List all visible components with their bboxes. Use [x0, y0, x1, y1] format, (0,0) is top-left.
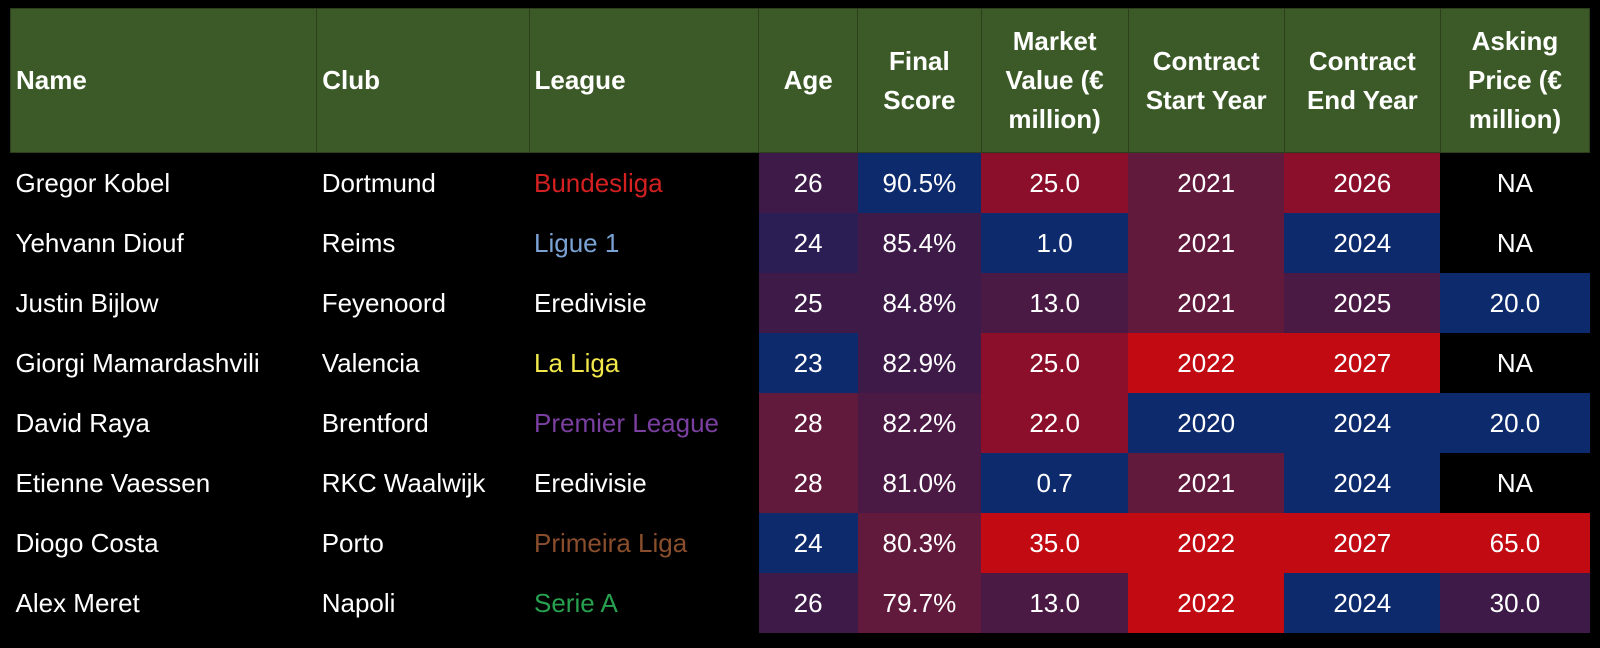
cell-contract-start: 2020: [1128, 393, 1285, 453]
header-name[interactable]: Name: [9, 8, 318, 153]
cell-name: Yehvann Diouf: [10, 213, 317, 273]
cell-asking-price: 65.0: [1440, 513, 1590, 573]
header-final-score[interactable]: Final Score: [857, 8, 982, 153]
header-row: Name Club League Age Final Score Market …: [9, 8, 1591, 153]
cell-age: 24: [758, 213, 858, 273]
cell-league: Bundesliga: [529, 152, 759, 213]
table-row[interactable]: Yehvann Diouf Reims Ligue 1 24 85.4% 1.0 2021 2…: [10, 213, 1590, 273]
cell-league: Ligue 1: [529, 213, 759, 273]
cell-contract-end: 2027: [1284, 513, 1441, 573]
goalkeeper-table: Name Club League Age Final Score Market …: [9, 8, 1591, 633]
table-row[interactable]: Gregor Kobel Dortmund Bundesliga 26 90.5% 25.…: [10, 152, 1590, 213]
cell-age: 23: [758, 333, 858, 393]
table-row[interactable]: Diogo Costa Porto Primeira Liga 24 80.3% 35.0…: [10, 513, 1590, 573]
cell-name: Giorgi Mamardashvili: [10, 333, 317, 393]
cell-final-score: 80.3%: [857, 513, 982, 573]
cell-contract-start: 2021: [1128, 453, 1285, 513]
cell-market-value: 25.0: [981, 152, 1129, 213]
cell-asking-price: 20.0: [1440, 273, 1590, 333]
cell-market-value: 22.0: [981, 393, 1129, 453]
cell-market-value: 35.0: [981, 513, 1129, 573]
cell-contract-start: 2021: [1128, 273, 1285, 333]
table-row[interactable]: Justin Bijlow Feyenoord Eredivisie 25 84.8% 1…: [10, 273, 1590, 333]
cell-final-score: 85.4%: [857, 213, 982, 273]
cell-club: Reims: [316, 213, 529, 273]
cell-contract-end: 2024: [1284, 213, 1441, 273]
cell-club: Porto: [316, 513, 529, 573]
table-row[interactable]: Alex Meret Napoli Serie A 26 79.7% 13.0 2022 20…: [10, 573, 1590, 633]
table-row[interactable]: David Raya Brentford Premier League 28 82.2%…: [10, 393, 1590, 453]
cell-club: RKC Waalwijk: [316, 453, 529, 513]
cell-club: Feyenoord: [316, 273, 529, 333]
cell-league: Premier League: [529, 393, 759, 453]
cell-age: 24: [758, 513, 858, 573]
cell-contract-end: 2027: [1284, 333, 1441, 393]
cell-final-score: 90.5%: [857, 152, 982, 213]
cell-asking-price: NA: [1440, 453, 1590, 513]
cell-final-score: 82.9%: [857, 333, 982, 393]
cell-club: Dortmund: [316, 152, 529, 213]
cell-league: Primeira Liga: [529, 513, 759, 573]
cell-age: 25: [758, 273, 858, 333]
cell-league: La Liga: [529, 333, 759, 393]
cell-contract-start: 2022: [1128, 513, 1285, 573]
cell-age: 26: [758, 152, 858, 213]
cell-name: Alex Meret: [10, 573, 317, 633]
cell-final-score: 84.8%: [857, 273, 982, 333]
cell-club: Napoli: [316, 573, 529, 633]
cell-final-score: 81.0%: [857, 453, 982, 513]
cell-contract-start: 2022: [1128, 333, 1285, 393]
cell-asking-price: 30.0: [1440, 573, 1590, 633]
table-row[interactable]: Etienne Vaessen RKC Waalwijk Eredivisie 28 8…: [10, 453, 1590, 513]
cell-contract-end: 2024: [1284, 393, 1441, 453]
cell-age: 28: [758, 393, 858, 453]
cell-final-score: 79.7%: [857, 573, 982, 633]
cell-market-value: 25.0: [981, 333, 1129, 393]
cell-contract-end: 2026: [1284, 152, 1441, 213]
cell-contract-end: 2024: [1284, 573, 1441, 633]
cell-league: Eredivisie: [529, 453, 759, 513]
cell-asking-price: 20.0: [1440, 393, 1590, 453]
header-contract-start[interactable]: Contract Start Year: [1127, 8, 1285, 153]
cell-market-value: 13.0: [981, 573, 1129, 633]
header-league[interactable]: League: [528, 8, 760, 153]
cell-name: Diogo Costa: [10, 513, 317, 573]
cell-asking-price: NA: [1440, 333, 1590, 393]
header-contract-end[interactable]: Contract End Year: [1283, 8, 1441, 153]
cell-name: Etienne Vaessen: [10, 453, 317, 513]
cell-league: Eredivisie: [529, 273, 759, 333]
cell-club: Valencia: [316, 333, 529, 393]
header-age[interactable]: Age: [758, 8, 859, 153]
table-row[interactable]: Giorgi Mamardashvili Valencia La Liga 23 82.…: [10, 333, 1590, 393]
cell-league: Serie A: [529, 573, 759, 633]
cell-market-value: 1.0: [981, 213, 1129, 273]
cell-final-score: 82.2%: [857, 393, 982, 453]
header-market-value[interactable]: Market Value (€ million): [980, 8, 1129, 153]
cell-market-value: 0.7: [981, 453, 1129, 513]
cell-name: Justin Bijlow: [10, 273, 317, 333]
cell-name: Gregor Kobel: [10, 152, 317, 213]
cell-asking-price: NA: [1440, 152, 1590, 213]
header-club[interactable]: Club: [316, 8, 530, 153]
cell-market-value: 13.0: [981, 273, 1129, 333]
cell-age: 26: [758, 573, 858, 633]
cell-age: 28: [758, 453, 858, 513]
cell-contract-end: 2024: [1284, 453, 1441, 513]
cell-contract-start: 2022: [1128, 573, 1285, 633]
cell-name: David Raya: [10, 393, 317, 453]
cell-club: Brentford: [316, 393, 529, 453]
cell-contract-start: 2021: [1128, 213, 1285, 273]
cell-asking-price: NA: [1440, 213, 1590, 273]
header-asking-price[interactable]: Asking Price (€ million): [1439, 8, 1591, 153]
cell-contract-end: 2025: [1284, 273, 1441, 333]
cell-contract-start: 2021: [1128, 152, 1285, 213]
